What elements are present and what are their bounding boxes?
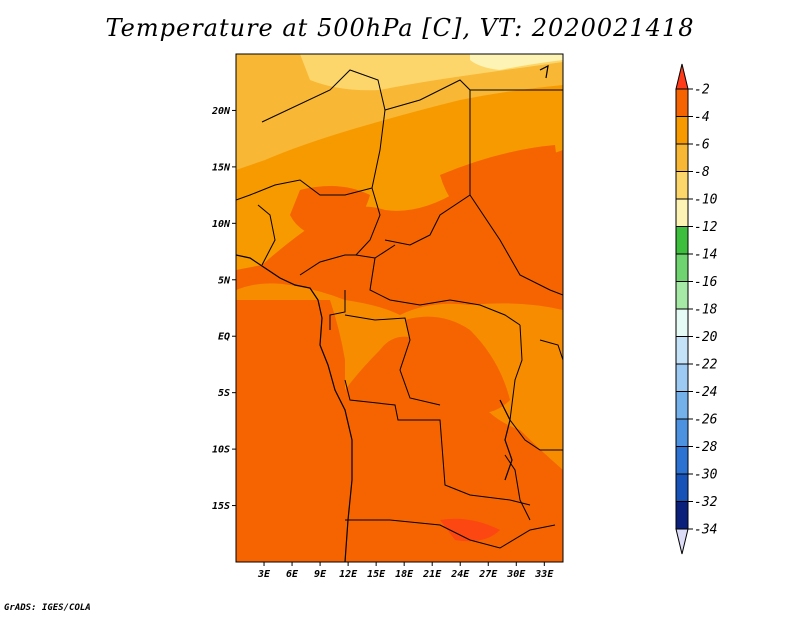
colorbar-swatch: [675, 336, 689, 365]
latitude-axis: 20N 15N 10N 5N EQ 5S 10S 15S: [211, 106, 236, 512]
border-path: [384, 79, 471, 246]
lat-tick-label: 20N: [211, 106, 231, 117]
map-title: Temperature at 500hPa [C], VT: 202002141…: [105, 14, 695, 42]
colorbar-label: -26: [694, 413, 718, 428]
colorbar-label: -2: [694, 83, 710, 98]
border-path: [344, 379, 531, 506]
lon-tick-label: 21E: [422, 569, 442, 580]
colorbar-swatch: [675, 88, 689, 117]
colorbar-swatch: [675, 198, 689, 227]
colorbar-label: -30: [694, 468, 718, 483]
border-path: [299, 244, 396, 276]
colorbar-label: -12: [694, 220, 718, 235]
border-path: [236, 179, 373, 201]
colorbar-swatch: [675, 308, 689, 337]
lat-tick-label: EQ: [218, 332, 230, 343]
colorbar-label: -8: [694, 165, 710, 180]
colorbar: -2 -4 -6 -8 -10 -12 -14 -16 -18 -20 -22 -24 -26 -28 -3…: [675, 63, 718, 555]
field-minus4-west: [236, 300, 345, 562]
field-patch-south: [360, 412, 445, 484]
border-path: [369, 257, 521, 326]
colorbar-label: -4: [694, 110, 710, 125]
colorbar-swatch: [675, 363, 689, 392]
colorbar-label: -34: [694, 523, 717, 538]
colorbar-label: -22: [694, 358, 718, 373]
lon-tick-label: 15E: [367, 569, 386, 580]
colorbar-swatch: [675, 171, 689, 200]
lat-tick-label: 15N: [212, 162, 231, 173]
border-path: [257, 204, 276, 266]
temperature-field: [236, 54, 563, 562]
field-patch-central-east: [405, 316, 510, 414]
colorbar-label: -24: [694, 385, 717, 400]
field-patch-northeast: [440, 145, 563, 226]
colorbar-swatch: [675, 116, 689, 145]
colorbar-swatch: [675, 501, 689, 530]
colorbar-swatch: [675, 391, 689, 420]
lon-tick-label: 12E: [339, 569, 358, 580]
lake-tanganyika: [499, 399, 513, 481]
colorbar-label: -20: [694, 330, 718, 345]
border-path: [539, 339, 563, 361]
colorbar-swatch: [675, 473, 689, 502]
lat-tick-label: 10S: [212, 445, 230, 456]
field-minus8-north: [236, 54, 563, 170]
lon-tick-label: 30E: [506, 569, 526, 580]
colorbar-label: -32: [694, 495, 718, 510]
colorbar-swatch: [675, 143, 689, 172]
colorbar-label: -18: [694, 303, 718, 318]
lon-tick-label: 18E: [395, 569, 414, 580]
border-path: [469, 194, 563, 296]
colorbar-swatch: [675, 418, 689, 447]
coastline: [236, 64, 549, 562]
colorbar-label: -16: [694, 275, 718, 290]
colorbar-swatch-top: [675, 63, 689, 90]
coast-fragment: [539, 64, 549, 79]
field-minus2-patch: [440, 518, 500, 542]
colorbar-swatch: [675, 226, 689, 255]
lon-tick-label: 3E: [257, 569, 271, 580]
lon-tick-label: 24E: [450, 569, 470, 580]
coastline-path: [236, 254, 353, 562]
lon-tick-label: 9E: [314, 569, 327, 580]
border-path: [329, 290, 346, 330]
colorbar-swatch-bottom: [675, 528, 689, 555]
lat-tick-label: 5S: [218, 388, 230, 399]
grads-credit: GrADS: IGES/COLA: [4, 603, 91, 613]
colorbar-label: -28: [694, 440, 718, 455]
lon-tick-label: 33E: [534, 569, 554, 580]
border-path: [345, 519, 556, 549]
colorbar-label: -14: [694, 248, 717, 263]
colorbar-label: -10: [694, 193, 718, 208]
lat-tick-label: 10N: [212, 219, 231, 230]
lon-tick-label: 27E: [478, 569, 498, 580]
border-path: [261, 69, 386, 256]
colorbar-swatch: [675, 281, 689, 310]
longitude-axis: 3E 6E 9E 12E 15E 18E 21E 24E 27E 30E 33E: [257, 562, 554, 580]
field-minus12-north: [470, 54, 563, 70]
map-frame: [235, 53, 564, 563]
colorbar-swatch: [675, 446, 689, 475]
border-path: [504, 454, 531, 521]
colorbar-swatch: [675, 253, 689, 282]
lon-tick-label: 6E: [286, 569, 299, 580]
border-path: [344, 314, 441, 406]
lat-tick-label: 5N: [218, 275, 231, 286]
colorbar-label: -6: [694, 138, 710, 153]
field-patch-north-central: [290, 186, 370, 240]
lat-tick-label: 15S: [212, 501, 230, 512]
